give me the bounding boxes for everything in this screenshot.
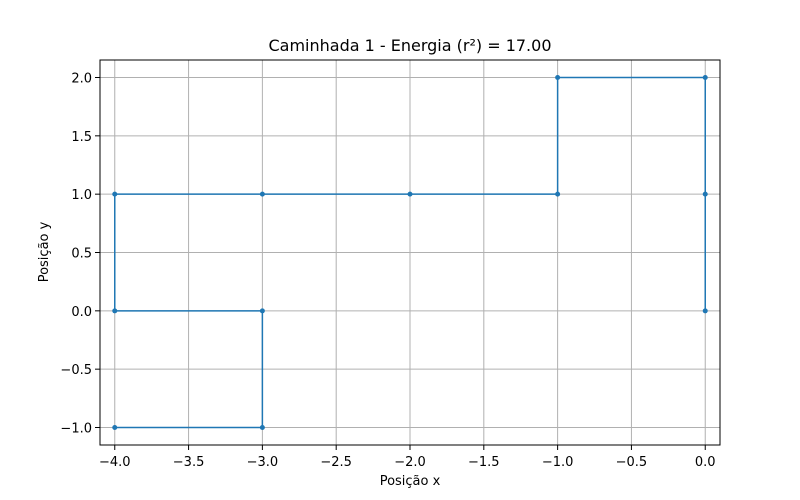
x-tick-label: −4.0 (99, 455, 131, 470)
y-tick-label: 1.5 (71, 130, 92, 145)
data-point (555, 191, 561, 197)
x-tick-label: −3.5 (173, 455, 205, 470)
x-tick-label: 0.0 (695, 455, 716, 470)
x-tick-label: −1.0 (542, 455, 574, 470)
y-tick-label: 0.0 (71, 305, 92, 320)
data-point (112, 425, 118, 430)
x-tick-label: −2.0 (394, 455, 426, 470)
data-point (407, 191, 413, 197)
data-point (555, 75, 561, 80)
data-point (702, 308, 708, 314)
data-point (702, 191, 708, 197)
chart-title: Caminhada 1 - Energia (r²) = 17.00 (268, 36, 551, 55)
data-point (702, 75, 708, 80)
x-tick-label: −1.5 (468, 455, 500, 470)
x-tick-label: −2.5 (320, 455, 352, 470)
y-tick-label: 0.5 (71, 247, 92, 262)
x-tick-label: −3.0 (247, 455, 279, 470)
x-axis-title: Posição x (380, 474, 441, 489)
data-point (112, 308, 118, 314)
data-point (259, 425, 265, 430)
y-axis-title: Posição y (37, 221, 52, 282)
series-layer (112, 75, 708, 430)
data-point (259, 191, 265, 197)
data-point (259, 308, 265, 314)
y-tick-label: −0.5 (60, 363, 92, 378)
y-tick-label: 1.0 (71, 188, 92, 203)
ticks: −4.0 −3.5 −3.0 −2.5 −2.0 −1.5 −1.0 −0.5 0.0 −1.0 −… (60, 72, 715, 471)
y-tick-label: −1.0 (60, 422, 92, 437)
data-point (112, 191, 118, 197)
series-line (114, 76, 706, 429)
y-tick-label: 2.0 (71, 72, 92, 87)
x-tick-label: −0.5 (616, 455, 648, 470)
